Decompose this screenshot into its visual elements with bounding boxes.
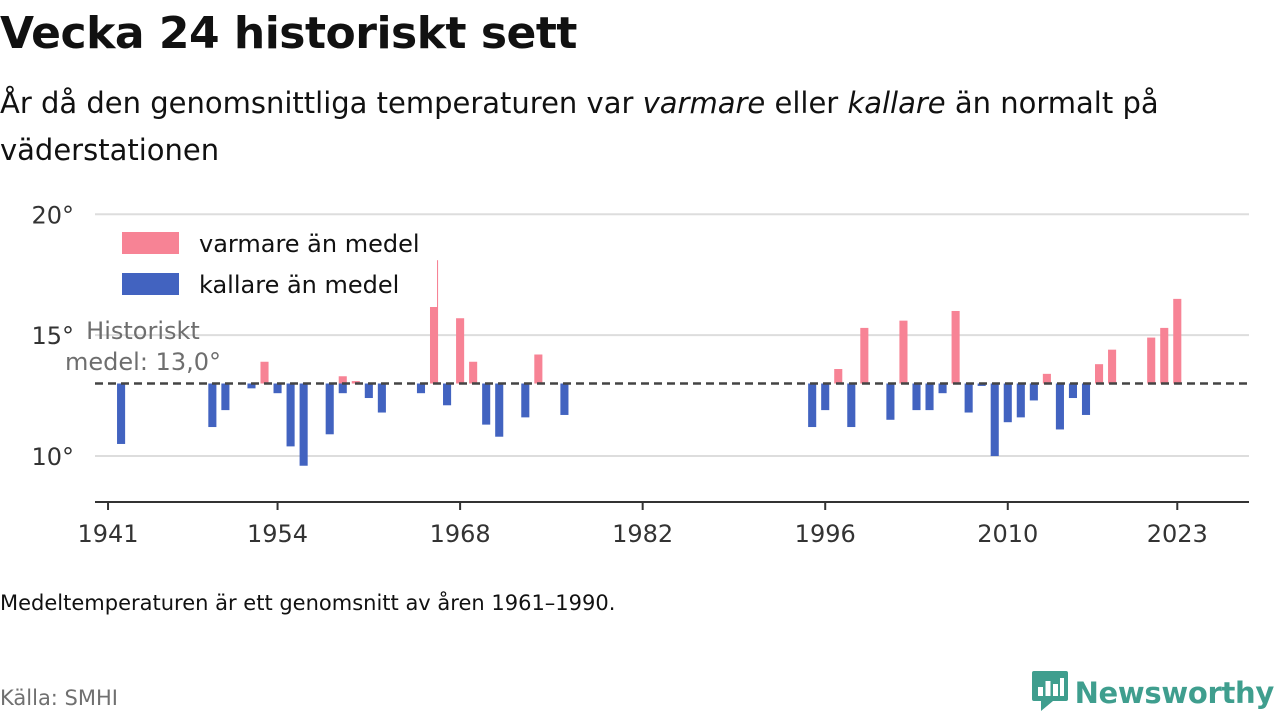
page-subtitle: År då den genomsnittliga temperaturen va… xyxy=(0,80,1240,174)
footnote: Medeltemperaturen är ett genomsnitt av å… xyxy=(0,591,616,615)
bar xyxy=(364,383,373,399)
bar xyxy=(286,383,295,447)
bar xyxy=(808,383,817,428)
subtitle-part-2: eller xyxy=(765,86,848,120)
x-tick-label: 2010 xyxy=(977,520,1038,548)
bar xyxy=(273,383,282,394)
bar xyxy=(443,383,452,406)
bar xyxy=(1095,364,1104,384)
bar xyxy=(325,383,334,435)
mean-line-label: Historiskt xyxy=(86,317,200,345)
bar xyxy=(951,310,960,384)
page-title: Vecka 24 historiskt sett xyxy=(0,8,577,59)
bar xyxy=(886,383,895,420)
legend-label: varmare än medel xyxy=(199,230,420,258)
legend-label: kallare än medel xyxy=(199,271,399,299)
y-tick-label: 10° xyxy=(31,443,74,471)
bar xyxy=(1081,383,1091,415)
bar xyxy=(534,354,543,384)
bar xyxy=(1108,349,1117,384)
bar xyxy=(834,369,843,384)
brand-name: Newsworthy xyxy=(1074,676,1275,710)
bar xyxy=(247,383,256,389)
bar xyxy=(429,260,439,384)
bar xyxy=(260,361,269,384)
temperature-bar-chart: 10° 15° 20° Historiskt medel: 13,0° 1941 1954 1… xyxy=(31,201,1249,548)
bar xyxy=(338,376,347,384)
bar xyxy=(1173,298,1182,384)
x-tick-label: 1954 xyxy=(247,520,308,548)
bar xyxy=(495,383,504,437)
bar xyxy=(899,320,908,384)
bar xyxy=(208,383,217,428)
x-tick-label: 1941 xyxy=(78,520,139,548)
bar xyxy=(1147,337,1156,384)
mean-line-label: medel: 13,0° xyxy=(65,348,221,376)
subtitle-part-3: än normalt på väderstationen xyxy=(0,86,1159,167)
bar xyxy=(456,318,465,384)
bar xyxy=(847,383,856,428)
bar xyxy=(938,383,947,394)
x-tick-label: 2023 xyxy=(1147,520,1208,548)
bar xyxy=(1016,383,1025,418)
bar xyxy=(1042,373,1051,384)
bar xyxy=(1029,383,1038,401)
bar xyxy=(964,383,973,413)
bar xyxy=(560,383,569,415)
subtitle-cold-word: kallare xyxy=(847,86,946,120)
y-tick-label: 15° xyxy=(31,322,74,350)
x-tick-label: 1982 xyxy=(612,520,673,548)
subtitle-warm-word: varmare xyxy=(642,86,766,120)
bar xyxy=(338,383,347,394)
x-tick-label: 1996 xyxy=(795,520,856,548)
bar xyxy=(469,361,478,384)
newsworthy-logo: Newsworthy xyxy=(1031,670,1274,716)
bar xyxy=(482,383,491,425)
bar xyxy=(221,383,230,411)
source-label: Källa: SMHI xyxy=(0,686,118,710)
bar xyxy=(377,383,386,413)
newsworthy-logo-icon xyxy=(1031,669,1069,717)
bar xyxy=(117,383,126,444)
bar xyxy=(1160,327,1169,384)
bar xyxy=(299,383,308,466)
bar xyxy=(925,383,934,411)
bar xyxy=(821,383,830,411)
subtitle-part-1: År då den genomsnittliga temperaturen va… xyxy=(0,86,643,120)
y-tick-label: 20° xyxy=(31,201,74,229)
bar xyxy=(1055,383,1064,430)
bar xyxy=(521,383,530,418)
legend-swatch xyxy=(122,273,179,295)
bar xyxy=(416,383,426,394)
bar xyxy=(990,383,999,457)
x-tick-label: 1968 xyxy=(430,520,491,548)
bar xyxy=(860,327,869,384)
bar xyxy=(1068,383,1078,399)
bar xyxy=(1003,383,1012,423)
bar xyxy=(912,383,921,411)
legend-swatch xyxy=(122,232,179,254)
